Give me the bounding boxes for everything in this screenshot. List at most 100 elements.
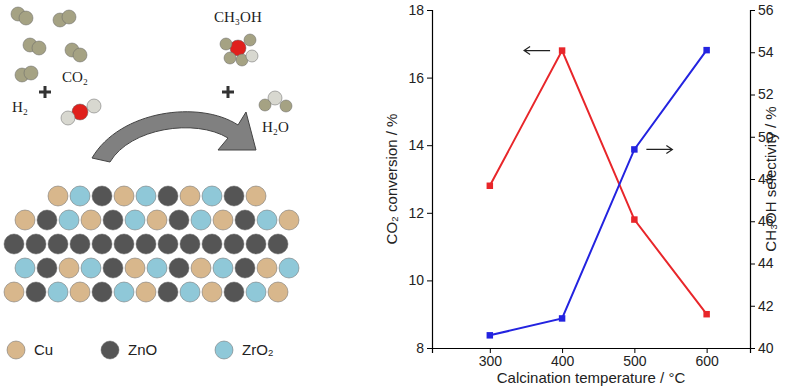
atom	[26, 282, 46, 302]
atom	[59, 258, 79, 278]
atom	[224, 186, 244, 206]
atom	[224, 52, 236, 64]
tick-label: 54	[758, 44, 774, 60]
tick-label: 44	[758, 255, 774, 271]
atom	[215, 341, 233, 359]
atom	[158, 282, 178, 302]
plus-sign	[222, 86, 234, 98]
atom	[213, 258, 233, 278]
tick-label: 40	[758, 340, 774, 356]
tick-mark	[427, 280, 432, 281]
atom	[62, 10, 76, 24]
series-marker	[703, 311, 709, 317]
atom	[81, 210, 101, 230]
axis-pointer	[524, 47, 550, 55]
tick-label: 300	[479, 353, 503, 369]
tick: 12	[408, 205, 432, 221]
tick-label: 18	[408, 2, 424, 18]
atom	[191, 210, 211, 230]
atom	[257, 258, 277, 278]
atom	[246, 234, 266, 254]
tick: 500	[623, 348, 647, 369]
atom	[81, 258, 101, 278]
tick: 8	[416, 340, 432, 356]
atom	[257, 210, 277, 230]
atom	[213, 210, 233, 230]
tick-mark	[750, 10, 755, 11]
atom	[70, 186, 90, 206]
x-axis-title: Calcination temperature / °C	[497, 369, 686, 386]
atom	[180, 186, 200, 206]
atom	[136, 282, 156, 302]
atom	[4, 282, 24, 302]
atom	[125, 210, 145, 230]
tick-mark	[427, 348, 432, 349]
tick-mark	[427, 10, 432, 11]
tick-mark	[427, 213, 432, 214]
y2-axis-title: CH₃OH selectivity / %	[762, 106, 779, 251]
tick-mark	[750, 95, 755, 96]
tick: 600	[695, 348, 719, 369]
tick-mark	[750, 348, 755, 349]
atom	[125, 258, 145, 278]
plot-area	[487, 47, 710, 339]
atom	[59, 210, 79, 230]
atom	[48, 234, 68, 254]
tick-mark	[750, 221, 755, 222]
atom	[37, 210, 57, 230]
atom	[202, 282, 222, 302]
label: CO₂	[62, 69, 88, 85]
tick-label: 600	[695, 353, 719, 369]
tick-mark	[750, 179, 755, 180]
tick-label: 52	[758, 86, 774, 102]
series-marker	[631, 146, 637, 152]
atom	[191, 258, 211, 278]
tick: 10	[408, 272, 432, 288]
atom	[4, 234, 24, 254]
atom	[180, 234, 200, 254]
tick-label: 10	[408, 272, 424, 288]
atom	[92, 234, 112, 254]
atom	[279, 210, 299, 230]
atom	[246, 50, 258, 62]
tick: 400	[551, 348, 575, 369]
atom	[73, 48, 87, 62]
atom	[87, 99, 101, 113]
tick: 18	[408, 2, 432, 18]
atom	[15, 258, 35, 278]
tick-mark	[750, 264, 755, 265]
atom	[224, 234, 244, 254]
reaction-arrow	[92, 112, 256, 162]
catalyst	[4, 186, 299, 302]
atom	[235, 258, 255, 278]
plus-sign	[39, 86, 51, 98]
atom	[26, 234, 46, 254]
series-marker	[487, 183, 493, 189]
tick-label: 8	[416, 340, 424, 356]
atom	[244, 34, 256, 46]
atom	[246, 186, 266, 206]
atom	[202, 234, 222, 254]
tick: 14	[408, 137, 432, 153]
atom	[220, 38, 232, 50]
atom	[114, 282, 134, 302]
label: H₂	[12, 99, 28, 115]
tick-label: 42	[758, 298, 774, 314]
tick-label: 16	[408, 70, 424, 86]
label: H₂O	[262, 119, 289, 135]
atom	[37, 258, 57, 278]
atom	[136, 234, 156, 254]
tick-label: 400	[551, 353, 575, 369]
series-marker	[559, 47, 565, 53]
atom	[224, 282, 244, 302]
tick: 16	[408, 70, 432, 86]
atom	[114, 234, 134, 254]
atom	[259, 99, 271, 111]
y-axis-title: CO₂ conversion / %	[383, 114, 400, 245]
tick: 54	[750, 44, 774, 60]
series-line	[490, 51, 707, 315]
atom	[15, 210, 35, 230]
series-marker	[487, 332, 493, 338]
atom	[19, 11, 33, 25]
label: CH₃OH	[214, 9, 262, 25]
